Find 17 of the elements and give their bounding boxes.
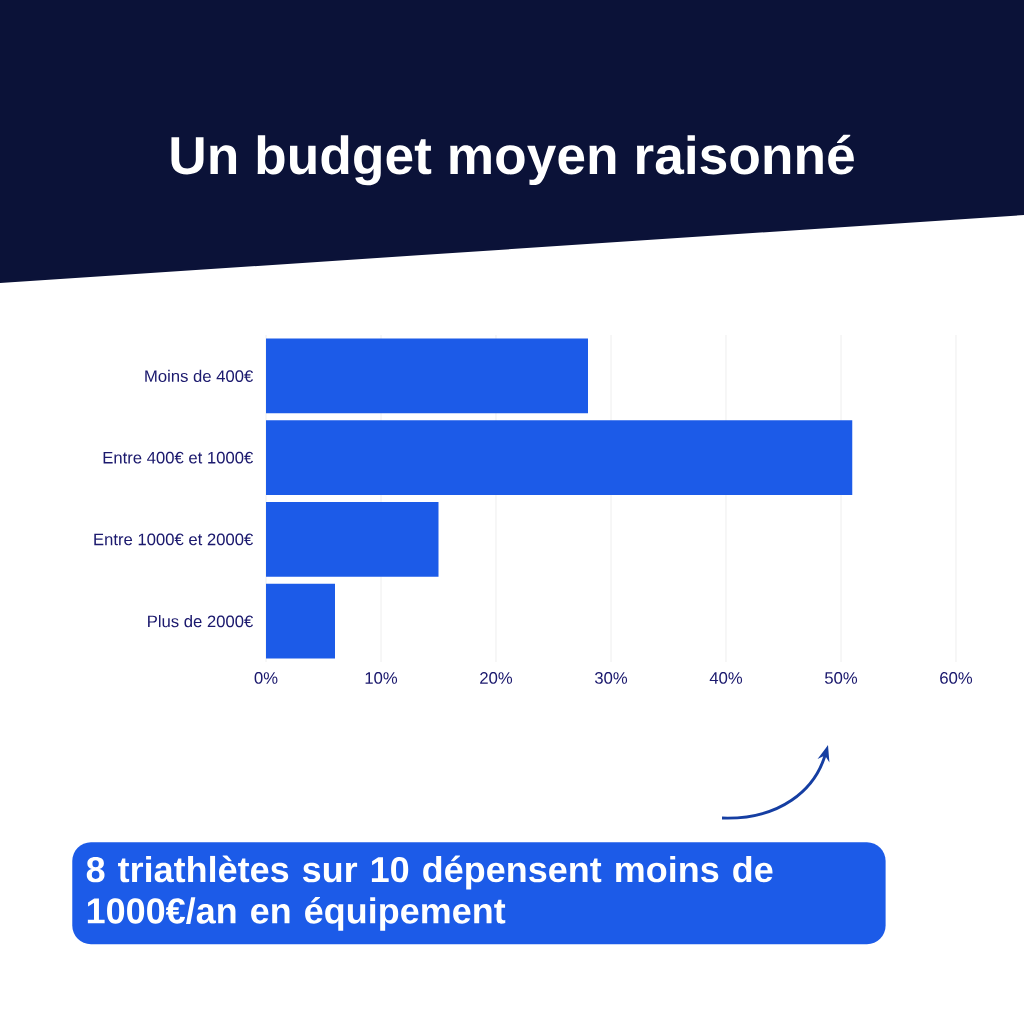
x-tick-label: 20%: [480, 672, 513, 684]
x-tick-label: 0%: [254, 672, 278, 684]
x-tick-label: 60%: [940, 672, 973, 684]
bar: [266, 502, 439, 577]
bar: [266, 583, 335, 659]
x-tick-label: 30%: [594, 672, 628, 684]
y-tick-label: Entre 1000€ et 2000€: [94, 533, 254, 546]
x-tick-label: 40%: [709, 672, 743, 684]
x-tick-label: 10%: [365, 672, 398, 684]
y-tick-label: Plus de 2000€: [148, 615, 254, 628]
y-tick-label: Moins de 400€: [145, 369, 254, 383]
chart-title: Un budget moyen raisonné: [171, 134, 854, 186]
text: 8 triathlètes sur 10 dépensent moins de 1000€/an en équipement: [86, 855, 773, 931]
bar: [266, 420, 853, 495]
x-tick-label: 50%: [824, 672, 858, 684]
y-tick-label: Entre 400€ et 1000€: [103, 451, 254, 464]
bar: [266, 338, 588, 414]
